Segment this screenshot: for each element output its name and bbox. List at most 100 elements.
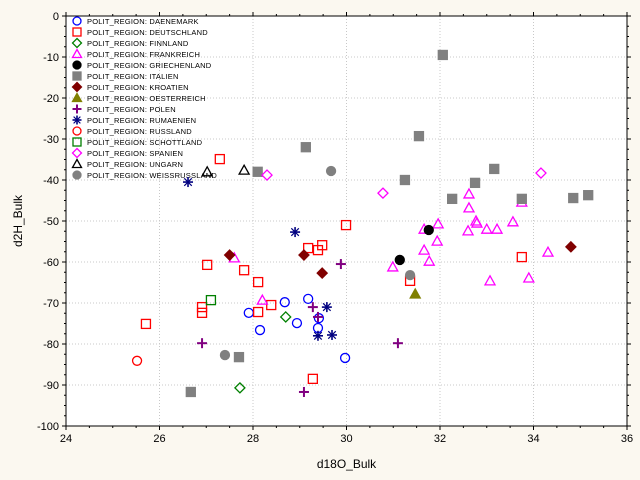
series-spanien [261, 167, 547, 200]
legend-label: POLIT_REGION: RUSSLAND [87, 127, 192, 136]
legend-label: POLIT_REGION: WEISSRUSSLAND [87, 171, 217, 180]
y-tick-label: -50 [43, 216, 59, 228]
legend-marker-icon [72, 16, 82, 26]
series-finnland [233, 311, 292, 394]
data-point [266, 299, 277, 311]
y-tick-label: -10 [43, 52, 59, 64]
data-point [423, 224, 434, 236]
legend-label: POLIT_REGION: OESTERREICH [87, 94, 206, 103]
data-point [317, 240, 328, 251]
data-point [303, 242, 314, 254]
legend-marker-icon [72, 137, 82, 147]
y-tick-label: -80 [43, 339, 59, 351]
x-tick-label: 34 [527, 433, 539, 445]
legend-item: POLIT_REGION: SPANIEN [71, 147, 183, 159]
data-point [252, 306, 264, 318]
y-tick-label: -30 [43, 134, 59, 146]
data-point [202, 259, 213, 271]
data-point [516, 251, 527, 263]
data-point [480, 222, 493, 234]
y-tick-label: -20 [43, 93, 59, 105]
data-point [291, 317, 303, 329]
data-point [290, 227, 301, 238]
data-point [469, 177, 481, 189]
data-point [140, 318, 152, 330]
legend-marker-icon [71, 158, 83, 169]
data-point [339, 352, 351, 364]
data-point [238, 265, 250, 276]
data-point [201, 165, 214, 177]
data-point [535, 167, 547, 179]
data-point [233, 351, 245, 363]
data-point [185, 386, 196, 398]
series-ungarn [201, 163, 251, 177]
data-point [470, 216, 484, 228]
legend-label: POLIT_REGION: FINNLAND [87, 39, 189, 48]
legend-item: POLIT_REGION: ITALIEN [72, 71, 179, 81]
y-axis-label: d2H_Bulk [11, 194, 25, 247]
legend-marker-icon [72, 71, 82, 81]
legend-label: POLIT_REGION: ITALIEN [87, 72, 179, 81]
x-tick-label: 26 [153, 433, 165, 445]
legend-marker-icon [72, 115, 82, 125]
series-polen [197, 259, 403, 397]
data-point [279, 311, 292, 323]
x-tick-label: 30 [340, 433, 352, 445]
data-point [489, 163, 500, 175]
y-tick-label: 0 [53, 11, 59, 23]
x-axis-label: d18O_Bulk [317, 457, 377, 471]
data-point [377, 187, 389, 200]
data-point [432, 217, 445, 229]
legend-item: POLIT_REGION: RUMAENIEN [72, 115, 196, 125]
legend-marker-icon [72, 126, 82, 136]
data-point [214, 153, 225, 165]
data-point [462, 187, 476, 199]
legend-item: POLIT_REGION: WEISSRUSSLAND [72, 170, 217, 180]
legend-label: POLIT_REGION: KROATIEN [87, 83, 189, 92]
legend-item: POLIT_REGION: GRIECHENLAND [72, 60, 212, 70]
data-point [483, 274, 497, 286]
data-point [197, 338, 208, 349]
data-point [583, 190, 594, 201]
data-point [386, 260, 399, 272]
legend-marker-icon [71, 37, 83, 49]
y-tick-label: -100 [37, 421, 59, 433]
series-schottland [205, 294, 217, 306]
data-point [131, 355, 143, 366]
y-tick-label: -90 [43, 380, 59, 392]
legend-label: POLIT_REGION: RUMAENIEN [87, 116, 196, 125]
y-tick-label: -70 [43, 298, 59, 310]
data-point [321, 302, 332, 313]
data-point [307, 302, 318, 313]
data-point [516, 193, 527, 205]
legend-item: POLIT_REGION: DEUTSCHLAND [72, 27, 208, 37]
data-point [437, 49, 448, 61]
data-point [183, 177, 194, 188]
legend-item: POLIT_REGION: POLEN [72, 104, 176, 114]
legend-item: POLIT_REGION: UNGARN [71, 158, 183, 169]
legend-item: POLIT_REGION: SCHOTTLAND [72, 137, 203, 147]
legend-item: POLIT_REGION: KROATIEN [71, 81, 189, 93]
legend-label: POLIT_REGION: DAENEMARK [87, 17, 199, 26]
series-kroatien [223, 240, 577, 279]
data-point [223, 249, 236, 261]
data-point [252, 276, 264, 288]
data-point [205, 294, 217, 306]
x-tick-label: 28 [247, 433, 259, 445]
data-point [392, 338, 403, 349]
data-point [196, 307, 208, 318]
legend-item: POLIT_REGION: FRANKREICH [71, 48, 200, 59]
legend-marker-icon [72, 27, 82, 37]
series-russland [131, 355, 143, 366]
data-point [233, 381, 246, 394]
legend-marker-icon [72, 60, 82, 70]
data-point [399, 174, 411, 186]
data-point [325, 165, 337, 177]
data-point [461, 224, 475, 236]
data-point [238, 163, 251, 175]
legend-label: POLIT_REGION: SCHOTTLAND [87, 138, 203, 147]
data-point [447, 193, 458, 205]
x-tick-label: 36 [621, 433, 633, 445]
